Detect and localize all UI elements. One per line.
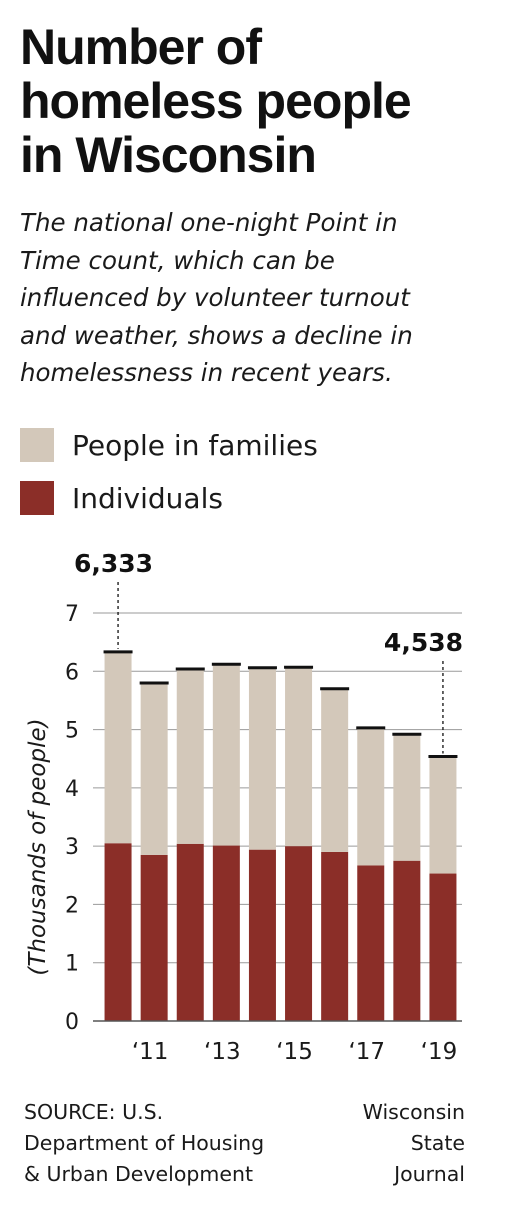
subtitle-line: and weather, shows a decline in	[20, 320, 413, 350]
title-line: homeless people	[20, 73, 412, 129]
credit-line: Wisconsin	[362, 1100, 465, 1124]
y-tick-label: 3	[65, 835, 79, 860]
bar-individuals	[393, 860, 421, 1021]
bar-individuals	[140, 854, 168, 1021]
title-line: in Wisconsin	[20, 127, 317, 183]
bar-individuals	[429, 873, 457, 1021]
credit-line: Journal	[394, 1162, 465, 1186]
x-tick-label: ‘17	[348, 1039, 385, 1065]
subtitle-line: Time count, which can be	[20, 245, 335, 275]
bar-families	[285, 667, 313, 847]
bar-families	[393, 734, 421, 861]
bar-families	[140, 682, 168, 855]
legend-item-individuals: Individuals	[20, 481, 318, 515]
y-tick-label: 0	[65, 1010, 79, 1035]
y-axis-label: (Thousands of people)	[25, 718, 51, 975]
chart-title: Number of homeless people in Wisconsin	[20, 20, 500, 182]
bar-families	[176, 668, 204, 844]
bar-individuals	[321, 851, 349, 1021]
subtitle-line: influenced by volunteer turnout	[20, 283, 410, 312]
legend-item-families: People in families	[20, 428, 318, 462]
source-line: SOURCE: U.S.	[24, 1100, 164, 1124]
source-note: SOURCE: U.S. Department of Housing & Urb…	[24, 1097, 264, 1190]
annotation-label: 6,333	[74, 549, 153, 578]
legend-swatch-individuals	[20, 481, 54, 515]
bar-families	[248, 667, 276, 850]
annotation-label: 4,538	[384, 628, 463, 657]
source-line: & Urban Development	[24, 1162, 254, 1186]
subtitle-line: The national one-night Point in	[20, 208, 398, 237]
stacked-bar-chart: 0 1 2 3 4 5 6 7 (Thousands of people) ‘11 ‘13 ‘15 ‘1…	[25, 549, 463, 1065]
y-tick-label: 1	[65, 952, 79, 977]
legend-swatch-families	[20, 428, 54, 462]
x-tick-label: ‘15	[276, 1039, 313, 1065]
x-tick-label: ‘13	[204, 1039, 241, 1065]
bar-families	[212, 664, 240, 846]
y-tick-label: 6	[65, 660, 79, 685]
chart-subtitle: The national one-night Point in Time cou…	[20, 204, 500, 392]
credit-line: State	[410, 1131, 465, 1155]
legend-label-families: People in families	[72, 428, 318, 462]
bar-families	[357, 727, 385, 866]
bar-individuals	[104, 843, 132, 1021]
y-tick-label: 7	[65, 602, 79, 627]
title-line: Number of	[20, 19, 262, 75]
bar-families	[104, 652, 132, 844]
bar-families	[429, 756, 457, 874]
x-tick-label: ‘19	[421, 1039, 458, 1065]
bar-families	[321, 688, 349, 852]
y-tick-label: 4	[65, 777, 79, 802]
bar-individuals	[248, 849, 276, 1021]
publisher-credit: Wisconsin State Journal	[363, 1097, 465, 1190]
bar-individuals	[357, 865, 385, 1021]
y-tick-label: 2	[65, 893, 79, 918]
x-tick-label: ‘11	[132, 1039, 169, 1065]
source-line: Department of Housing	[24, 1131, 265, 1155]
legend-label-individuals: Individuals	[72, 481, 223, 515]
chart-legend: People in families Individuals	[20, 428, 318, 534]
bar-individuals	[212, 845, 240, 1021]
bar-individuals	[285, 846, 313, 1021]
subtitle-line: homelessness in recent years.	[20, 358, 393, 387]
y-tick-label: 5	[65, 719, 79, 744]
bar-individuals	[176, 843, 204, 1021]
